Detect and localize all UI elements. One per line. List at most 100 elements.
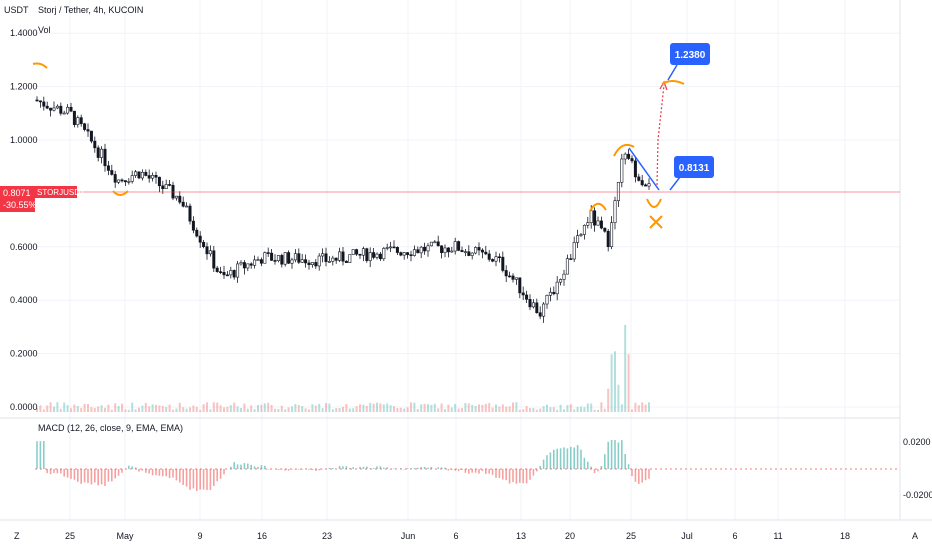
candle-up [338, 251, 342, 261]
volume-bar [199, 409, 202, 412]
macd-bar [383, 467, 385, 469]
time-tick-label: 25 [626, 531, 636, 541]
candle-down [59, 105, 63, 114]
candle-up [443, 247, 447, 253]
candle-up [317, 255, 321, 267]
macd-bar [451, 469, 453, 470]
candle-down [423, 246, 427, 252]
volume-bar [127, 409, 130, 412]
volume-bar [569, 404, 572, 412]
macd-bar [257, 466, 259, 469]
volume-bar [348, 408, 351, 412]
candle-down [259, 259, 263, 264]
candle-down [195, 229, 199, 237]
time-axis[interactable]: 25 May 9 16 23 Jun 6 13 20 25 Jul 6 11 18 [65, 531, 850, 541]
macd-bar [219, 469, 222, 479]
volume-bar [223, 407, 225, 412]
volume-bar [467, 403, 470, 412]
candle-up [208, 250, 212, 255]
price-tick-label: 1.2000 [10, 82, 38, 92]
candle-up [548, 291, 552, 296]
candle-up [586, 222, 590, 226]
candle-down [504, 270, 508, 277]
price-axis[interactable]: 1.4000 1.2000 1.0000 0.6000 0.4000 0.2000 0.00… [10, 28, 38, 412]
volume-bar [90, 407, 93, 412]
macd-bar [213, 469, 215, 486]
volume-bar [430, 404, 433, 412]
volume-bar [546, 404, 548, 412]
volume-bar [325, 403, 327, 412]
macd-bar [607, 441, 609, 469]
candle-up [293, 253, 297, 261]
drawing-annotations[interactable]: 1.2380 0.8131 [32, 43, 714, 229]
volume-bar [212, 402, 215, 412]
volume-bar [600, 402, 603, 412]
candle-up [76, 117, 80, 125]
candle-up [610, 222, 614, 248]
volume-bar [498, 406, 501, 412]
volume-bar [423, 403, 426, 412]
candle-up [647, 183, 651, 187]
macd-bar [155, 469, 157, 476]
macd-bar [556, 448, 558, 469]
candle-up [331, 257, 335, 262]
volume-bar [206, 402, 208, 412]
volume-bar [87, 404, 89, 412]
macd-bar [437, 467, 439, 469]
candle-up [300, 259, 304, 263]
candle-down [440, 245, 444, 253]
zoom-button[interactable]: Z [14, 531, 20, 541]
candle-down [324, 253, 328, 262]
macd-bar [260, 465, 263, 469]
entry-callout-label: 0.8131 [679, 163, 710, 174]
candle-down [79, 117, 83, 125]
volume-bar [253, 409, 256, 412]
macd-bar [172, 469, 174, 478]
candle-up [140, 172, 144, 179]
volume-bar [450, 407, 453, 412]
candle-up [596, 220, 600, 226]
macd-bar [474, 469, 477, 473]
candle-down [491, 259, 495, 262]
candle-up [419, 246, 423, 254]
volume-bar [243, 403, 246, 412]
macd-bar [593, 469, 596, 474]
macd-bar [342, 466, 344, 469]
volume-bar [624, 324, 627, 412]
volume-bar [56, 402, 59, 412]
candle-down [378, 253, 382, 260]
auto-scale-button[interactable]: A [912, 531, 918, 541]
macd-bar [461, 469, 463, 471]
macd-bar [114, 469, 116, 479]
candle-down [603, 227, 607, 232]
macd-bar [243, 463, 246, 469]
candle-up [276, 255, 280, 262]
volume-bar [107, 404, 110, 412]
volume-bar [631, 409, 633, 412]
candle-up [572, 242, 576, 260]
volume-bar [525, 406, 528, 412]
volume-bar [559, 404, 562, 412]
volume-bar [124, 409, 127, 412]
candle-down [35, 99, 39, 102]
volume-bar [501, 404, 504, 412]
current-price-badge [0, 186, 35, 212]
candle-up [463, 251, 467, 254]
macd-bar [406, 468, 409, 469]
macd-bar [90, 469, 93, 485]
volume-bar [457, 408, 460, 412]
candle-up [351, 249, 355, 255]
macd-bar [627, 464, 630, 469]
macd-bar [284, 469, 286, 471]
macd-bar [464, 469, 467, 473]
macd-bar [308, 469, 310, 470]
candle-down [181, 201, 185, 207]
volume-bar [73, 404, 76, 412]
macd-bar [566, 448, 569, 469]
macd-bar [179, 469, 181, 483]
volume-bar [359, 404, 361, 412]
candle-up [310, 262, 314, 266]
volume-bar [100, 405, 103, 412]
